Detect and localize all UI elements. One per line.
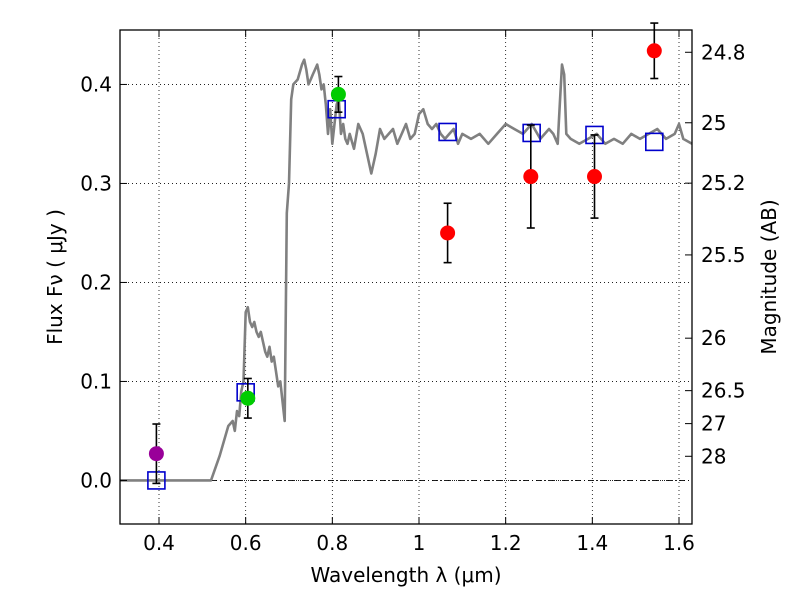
x-tick-label: 1.2	[490, 531, 522, 555]
photometry-point	[148, 446, 164, 462]
magnitude-tick-label: 25.2	[701, 171, 746, 195]
y2-axis-label: Magnitude (AB)	[757, 199, 781, 354]
photometry-point	[440, 225, 456, 241]
magnitude-tick-label: 25	[701, 111, 726, 135]
magnitude-tick-label: 26.5	[701, 379, 746, 403]
y-axis-label: Flux Fν ( μJy )	[43, 209, 67, 345]
x-tick-label: 1.4	[576, 531, 608, 555]
photometry-point	[240, 390, 256, 406]
x-tick-label: 0.6	[230, 531, 262, 555]
photometry-point	[523, 169, 539, 185]
magnitude-tick-label: 27	[701, 412, 726, 436]
y-tick-label: 0.0	[80, 468, 112, 492]
magnitude-tick-label: 26	[701, 326, 726, 350]
model-photometry-square	[438, 122, 457, 142]
data-points	[147, 22, 664, 490]
y-tick-label: 0.4	[80, 72, 112, 96]
y-tick-label: 0.3	[80, 171, 112, 195]
x-tick-label: 1.6	[663, 531, 695, 555]
model-spectrum-line	[120, 58, 693, 482]
axis-ticks: 0.4 0.6 0.8 1 1.2 1.4 1.6 0.0 0.1 0.2 0.3 0.4 24.8 25…	[80, 30, 746, 555]
x-axis-label: Wavelength λ (μm)	[310, 563, 501, 587]
y-tick-label: 0.1	[80, 369, 112, 393]
y-tick-label: 0.2	[80, 270, 112, 294]
photometry-point	[646, 43, 662, 59]
x-tick-label: 1	[413, 531, 426, 555]
x-tick-label: 0.4	[143, 531, 175, 555]
photometry-point	[330, 86, 346, 102]
photometry-point	[587, 169, 602, 185]
plot-frame	[119, 29, 693, 525]
magnitude-tick-label: 24.8	[701, 40, 746, 64]
model-spectrum	[120, 58, 693, 482]
magnitude-tick-label: 28	[701, 444, 726, 468]
plot-background	[120, 30, 692, 524]
model-photometry-square	[644, 132, 664, 152]
magnitude-tick-label: 25.5	[701, 243, 746, 267]
x-tick-label: 0.8	[316, 531, 348, 555]
